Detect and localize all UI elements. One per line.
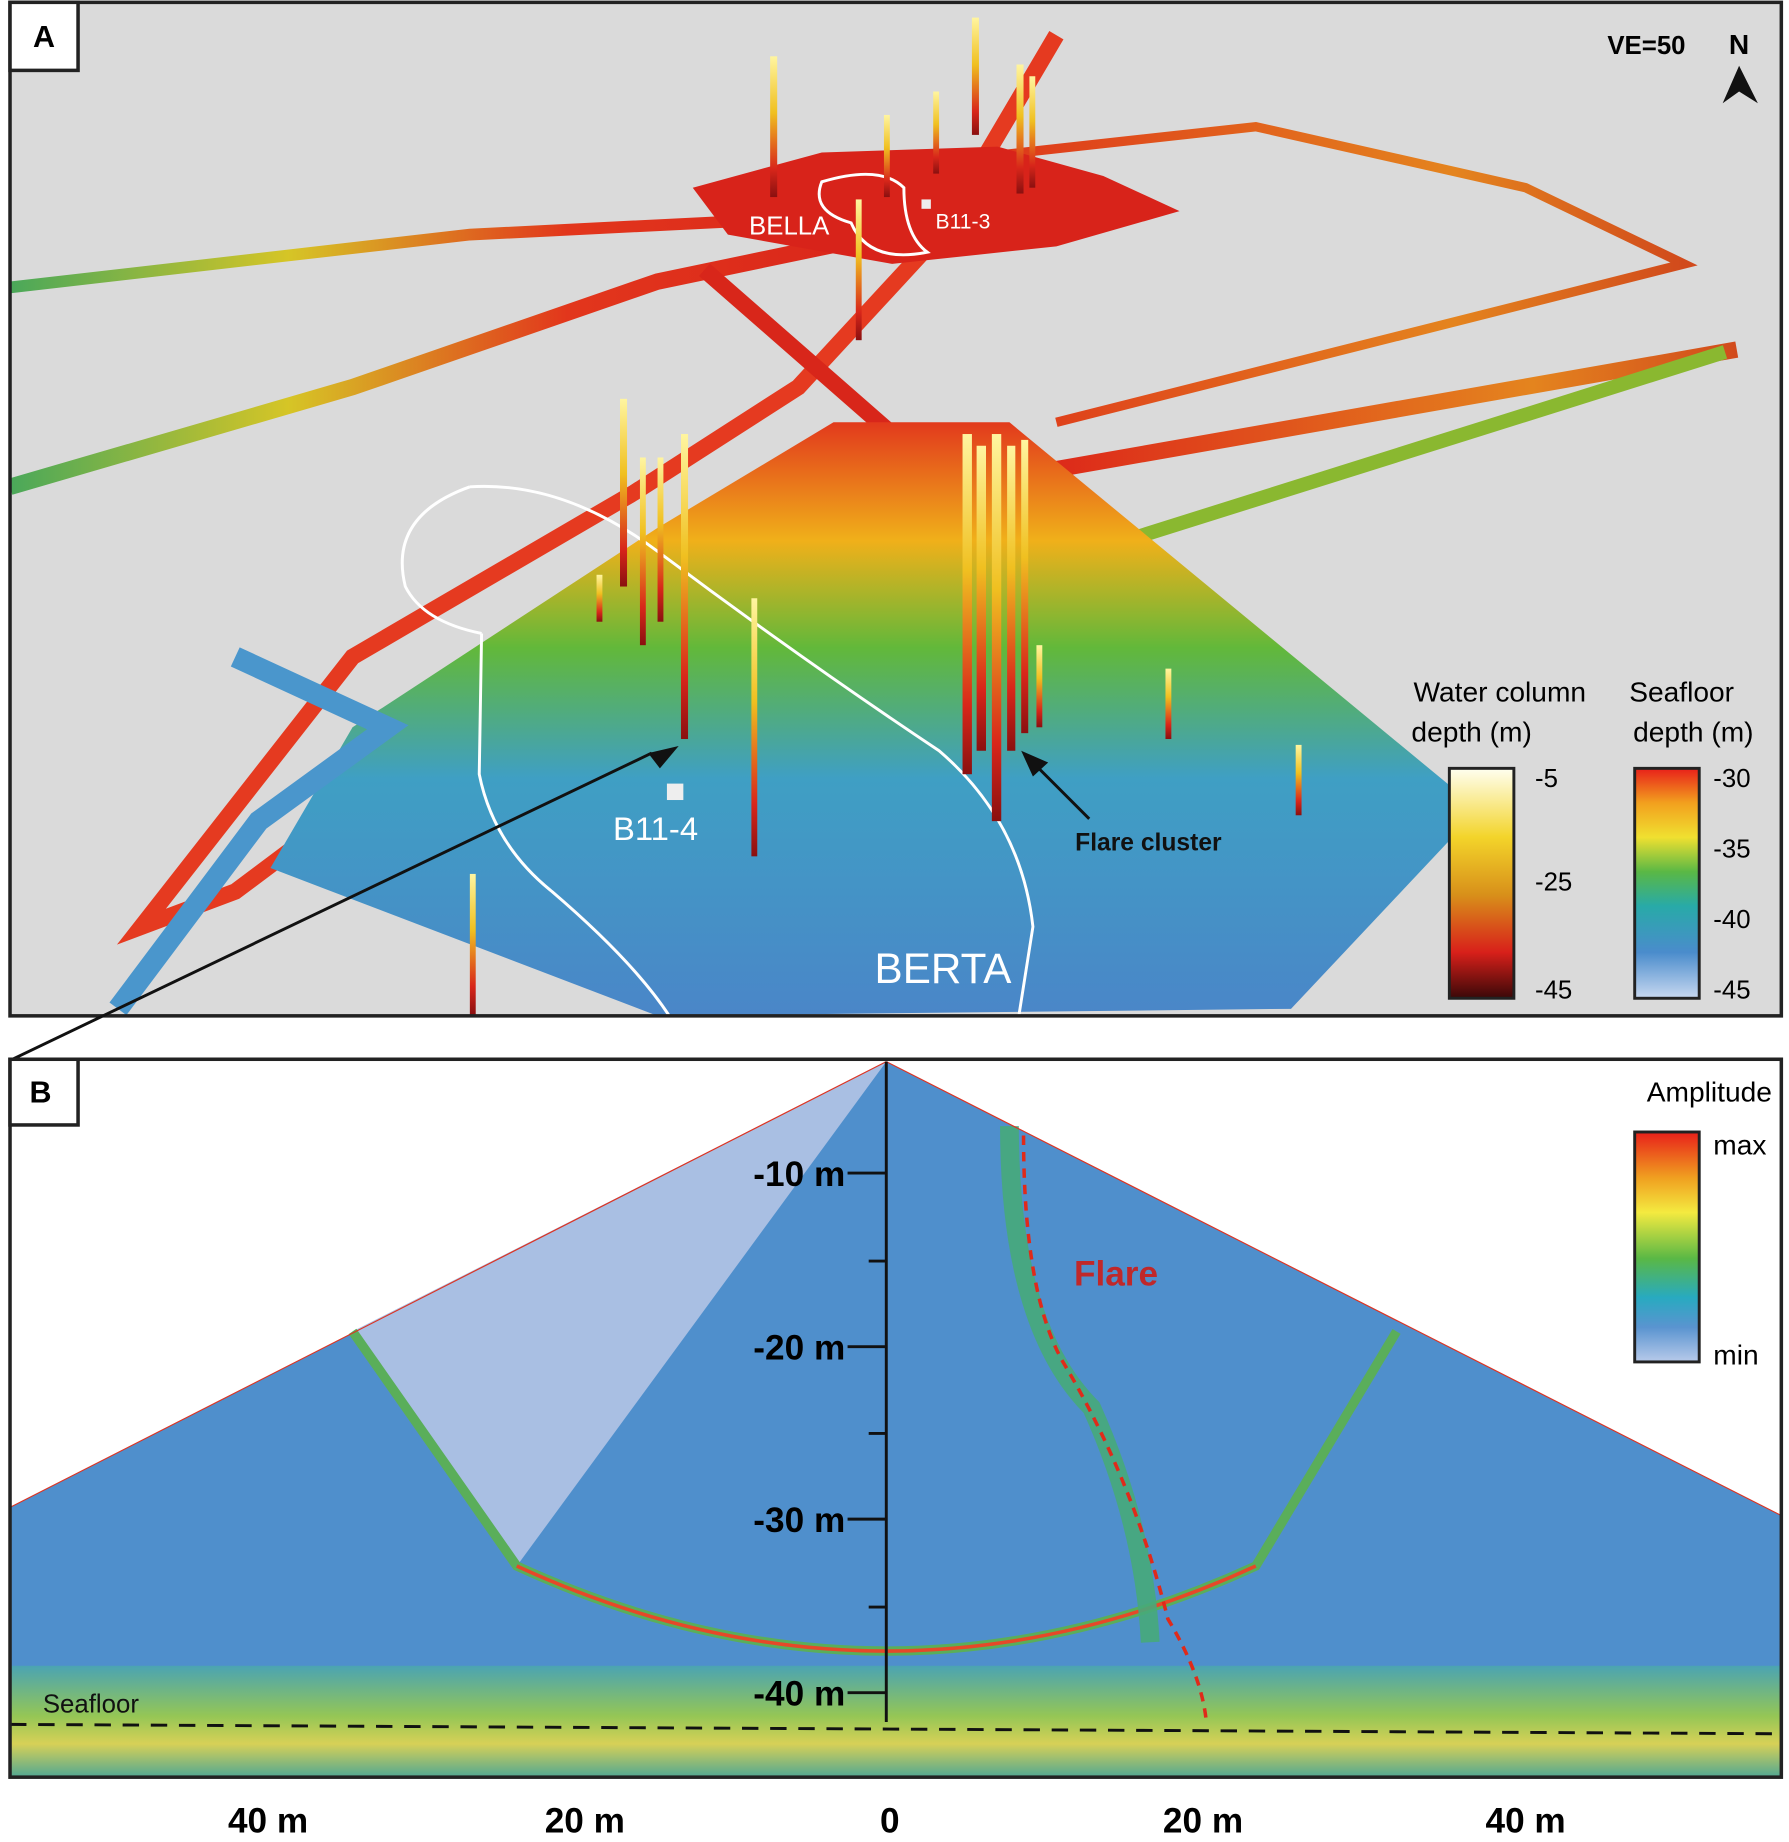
berta-outline (400, 484, 1035, 1016)
range-tick-label: 0 (880, 1801, 900, 1837)
legend-tick: max (1713, 1129, 1766, 1160)
panel-label-box (8, 1057, 80, 1127)
survey-track (10, 214, 941, 495)
well-marker (921, 199, 931, 209)
colorbar (1447, 766, 1516, 1000)
seafloor-label: Seafloor (43, 1691, 139, 1719)
legend-tick: -45 (1535, 976, 1572, 1004)
legend-tick: -40 (1713, 906, 1750, 934)
legend-title: Water column (1414, 676, 1587, 707)
annotation: Flare cluster (1075, 829, 1222, 856)
seafloor-band (10, 1665, 1782, 1778)
depth-axis-ticks (847, 1171, 887, 1695)
site-label: BELLA (749, 213, 830, 241)
range-tick-label: 40 m (1486, 1801, 1566, 1837)
flare-echo (1000, 1126, 1160, 1643)
colorbar (1633, 766, 1701, 1000)
colorbar (1633, 1130, 1701, 1364)
flares (469, 17, 1302, 1015)
legend-title: depth (m) (1411, 716, 1531, 747)
survey-track (1054, 341, 1739, 478)
survey-track (1089, 345, 1728, 559)
legend-title: depth (m) (1633, 716, 1753, 747)
flare-trace (1021, 1135, 1209, 1725)
arrow (1029, 759, 1091, 820)
panel-a: BELLA B11-3 B11-4 BERTA Flare cluster A … (8, 0, 1784, 1018)
survey-track (109, 647, 409, 1016)
site-label: BERTA (875, 945, 1013, 992)
legend-tick: -5 (1535, 765, 1558, 793)
legend-tick: -25 (1535, 868, 1572, 896)
depth-tick-label: -40 m (753, 1675, 845, 1714)
range-tick-label: 40 m (228, 1801, 308, 1837)
panel-label: A (33, 20, 55, 54)
flare-label: Flare (1074, 1255, 1158, 1294)
sonar-fan (10, 1061, 1782, 1778)
range-tick-label: 20 m (1163, 1801, 1243, 1837)
panel-b: -10 m -20 m -30 m -40 m Flare Seafloor B… (8, 1057, 1784, 1840)
range-labels: 40 m 20 m 0 20 m 40 m (228, 1801, 1566, 1840)
legend-tick: min (1713, 1339, 1758, 1370)
panel-label: B (30, 1076, 52, 1110)
vertical-exaggeration: VE=50 (1607, 32, 1685, 60)
bathymetry: BELLA B11-3 B11-4 BERTA Flare cluster (10, 17, 1739, 1016)
connector-line (11, 751, 653, 1061)
depth-tick-label: -10 m (753, 1155, 845, 1194)
fan-edge (886, 1061, 1782, 1517)
range-tick-label: 20 m (545, 1801, 625, 1837)
legend-title: Amplitude (1647, 1076, 1772, 1107)
fan-edge (10, 1061, 887, 1508)
depth-labels: -10 m -20 m -30 m -40 m (753, 1155, 845, 1714)
sonar-inner (352, 1061, 887, 1567)
arrow-head (648, 746, 679, 769)
depth-tick-label: -20 m (753, 1329, 845, 1368)
panel-b-border (8, 1057, 1784, 1779)
bella-survey (692, 146, 1180, 264)
berta-survey (270, 422, 1479, 1016)
well-label: B11-3 (936, 211, 991, 234)
well-marker (666, 783, 684, 801)
legend-tick: -30 (1713, 765, 1750, 793)
well-label: B11-4 (613, 810, 698, 847)
panel-a-border (8, 0, 1784, 1018)
seafloor-line (10, 1722, 1782, 1736)
survey-track (915, 121, 1698, 427)
panel-label-box (8, 0, 80, 73)
north-label: N (1729, 29, 1749, 60)
depth-tick-label: -30 m (753, 1501, 845, 1540)
north-arrow (1722, 65, 1758, 104)
arrow-head (1021, 750, 1049, 777)
sonar-image (10, 1061, 1782, 1778)
legend-title: Seafloor (1629, 676, 1734, 707)
legend-tick: -35 (1713, 836, 1750, 864)
legend-tick: -45 (1713, 976, 1750, 1004)
